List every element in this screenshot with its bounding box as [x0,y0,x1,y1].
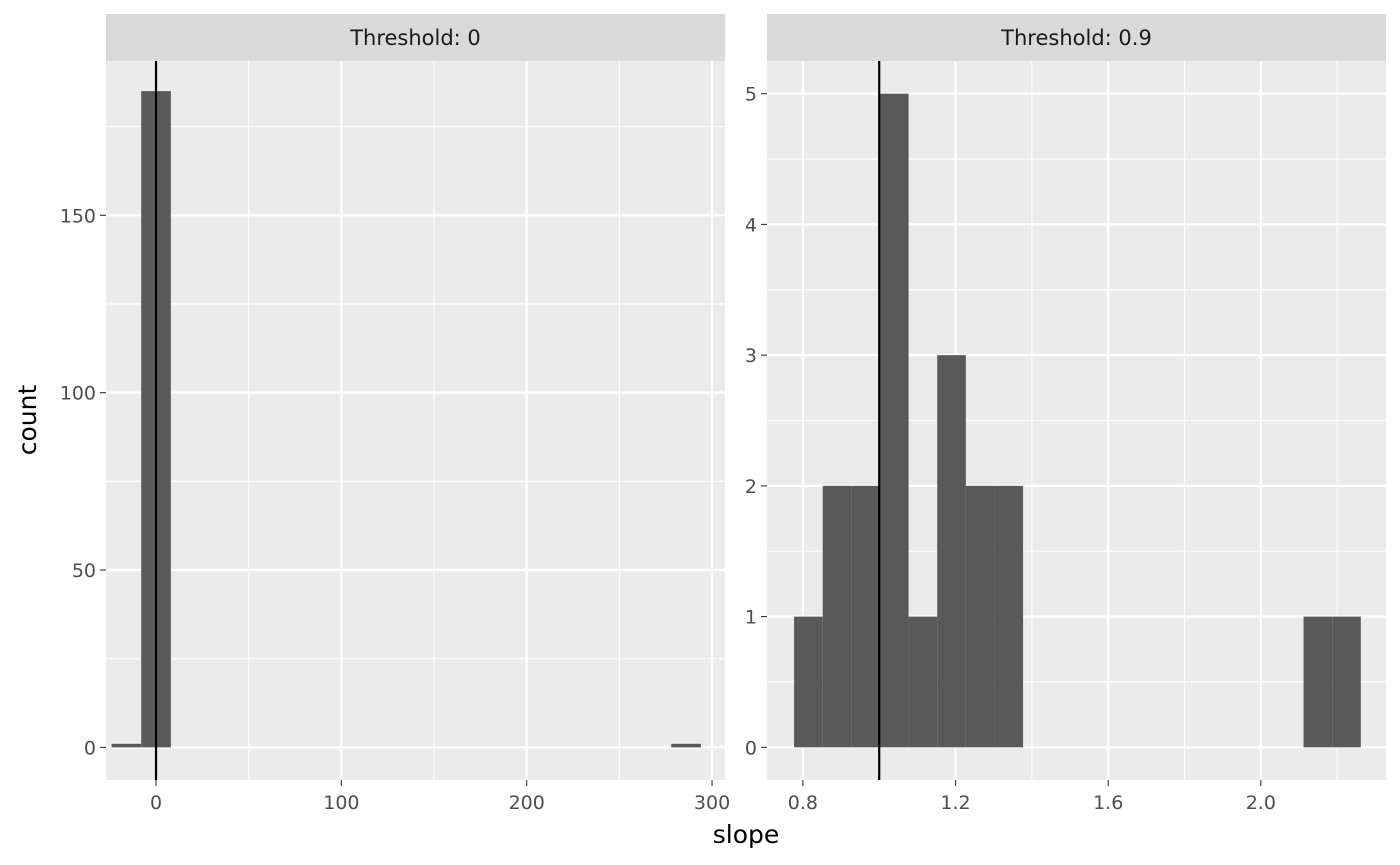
y-tick-label: 2 [745,476,757,498]
histogram-bar [994,485,1024,748]
histogram-bar [111,743,142,748]
histogram-bar [1303,616,1333,748]
y-tick-label: 0 [84,737,96,759]
x-tick-label: 0 [150,792,162,814]
y-tick-label: 50 [72,560,96,582]
x-tick-label: 100 [323,792,359,814]
y-tick-label: 4 [745,214,757,236]
facet-strip-background [767,14,1386,61]
histogram-bar [879,93,909,748]
histogram-bar [1332,616,1361,748]
y-tick-label: 0 [745,737,757,759]
y-tick-label: 5 [745,84,757,106]
histogram-bar [671,743,701,748]
y-tick-label: 3 [745,345,757,367]
y-axis-title: count [13,385,42,456]
x-tick-label: 2.0 [1246,792,1276,814]
facet-strip-label: Threshold: 0 [349,26,481,50]
histogram-bar [937,355,966,748]
histogram-bar [851,485,880,748]
x-tick-label: 200 [509,792,545,814]
x-tick-label: 1.2 [940,792,970,814]
y-tick-label: 1 [745,607,757,629]
y-tick-label: 100 [60,383,96,405]
facet-strip-background [106,14,725,61]
panel-background [106,61,725,780]
y-tick-label: 150 [60,205,96,227]
x-tick-label: 300 [694,792,730,814]
facet-panel-2: Threshold: 0.9 0.8 1.2 1.6 2.0 0 1 2 3 4 5 [745,14,1386,814]
histogram-bar [794,616,823,748]
histogram-bar [965,485,995,748]
x-tick-label: 1.6 [1093,792,1123,814]
histogram-bar [822,485,852,748]
x-axis-title: slope [713,820,780,849]
facet-strip-label: Threshold: 0.9 [1000,26,1152,50]
facet-panel-1: Threshold: 0 0 100 200 300 0 50 100 150 [60,14,730,814]
x-tick-label: 0.8 [788,792,818,814]
histogram-bar [908,616,938,748]
